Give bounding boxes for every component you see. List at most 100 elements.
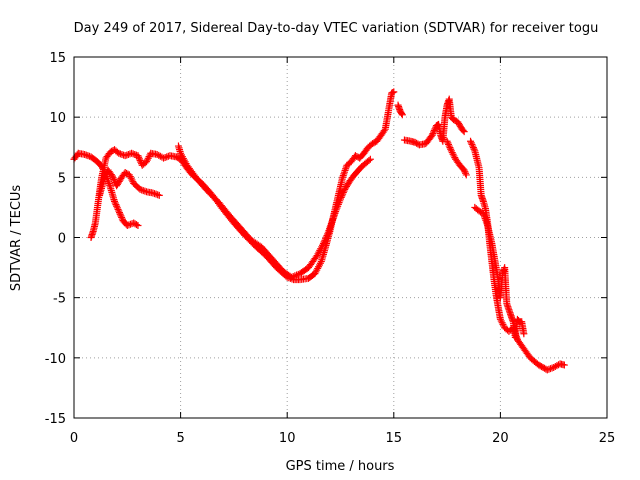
data-point: [118, 213, 126, 221]
data-point: [322, 235, 330, 243]
data-point: [319, 241, 327, 249]
data-point: [340, 168, 348, 176]
data-point: [329, 216, 337, 224]
x-tick-label: 5: [176, 431, 184, 446]
data-point: [340, 170, 348, 178]
data-point: [469, 144, 477, 152]
grid: [74, 57, 607, 418]
data-point: [111, 199, 119, 207]
y-axis-label: SDTVAR / TECUs: [9, 185, 24, 292]
plot-frame: [73, 56, 608, 419]
x-tick-label: 20: [492, 431, 509, 446]
data-point: [84, 152, 92, 160]
data-point: [547, 365, 555, 373]
data-point: [365, 156, 373, 164]
x-tick-label: 25: [599, 431, 616, 446]
data-point: [294, 270, 302, 278]
data-point: [325, 226, 333, 234]
data-point: [327, 221, 335, 229]
data-point: [449, 150, 457, 158]
data-point: [342, 165, 350, 173]
data-point: [142, 158, 150, 166]
data-point: [470, 145, 478, 153]
series-track-H: [467, 137, 568, 374]
data-point: [330, 213, 338, 221]
data-point: [108, 172, 116, 180]
data-point: [155, 191, 163, 199]
data-point: [445, 140, 453, 148]
data-point: [430, 126, 438, 134]
series-track-D: [174, 142, 374, 281]
y-tick-label: 10: [49, 111, 66, 126]
data-point: [339, 172, 347, 180]
data-point: [339, 189, 347, 197]
x-tick-label: 10: [279, 431, 296, 446]
data-point: [390, 88, 398, 96]
data-point: [316, 259, 324, 267]
data-point: [330, 211, 338, 219]
data-point: [499, 320, 507, 328]
data-point: [468, 140, 476, 148]
data-point: [480, 211, 488, 219]
data-point: [339, 173, 347, 181]
data-point: [479, 209, 487, 217]
data-point: [548, 364, 556, 372]
data-point: [337, 193, 345, 201]
y-tick-label: 15: [49, 51, 66, 66]
series-track-I: [471, 203, 528, 341]
y-tick-label: 0: [58, 232, 66, 247]
data-point: [321, 236, 329, 244]
data-point: [136, 156, 144, 164]
data-point: [328, 218, 336, 226]
data-point: [128, 149, 136, 157]
data-point: [114, 205, 122, 213]
data-point: [461, 168, 469, 176]
axes: 0 5 10 15 20 25 -15 -10 -5 0 5 10 15: [45, 51, 616, 446]
data-point: [459, 126, 467, 134]
data-point: [481, 215, 489, 223]
data-point: [339, 190, 347, 198]
data-point: [481, 213, 489, 221]
data-point: [446, 144, 454, 152]
y-tick-label: -15: [45, 412, 66, 427]
data-point: [116, 210, 124, 218]
data-point: [113, 202, 121, 210]
data-point: [131, 150, 139, 158]
data-point: [332, 208, 340, 216]
data-point: [327, 220, 335, 228]
data-point: [111, 197, 119, 205]
data-point: [110, 175, 118, 183]
data-point: [287, 273, 295, 281]
data-point: [129, 150, 137, 158]
data-point: [150, 190, 158, 198]
data-point: [320, 238, 328, 246]
x-tick-label: 0: [70, 431, 78, 446]
data-point: [497, 317, 505, 325]
data-point: [460, 166, 468, 174]
data-point: [101, 174, 109, 182]
data-point: [496, 315, 504, 323]
data-point: [326, 223, 334, 231]
data-point: [115, 207, 123, 215]
data-point: [469, 142, 477, 150]
data-point: [482, 216, 490, 224]
data-point: [133, 221, 141, 229]
data-point: [118, 150, 126, 158]
data-point: [109, 174, 117, 182]
series-track-G: [443, 137, 470, 179]
data-point: [322, 233, 330, 241]
data-point: [127, 174, 135, 182]
data-point: [161, 153, 169, 161]
data-point: [116, 150, 124, 158]
data-point: [141, 187, 149, 195]
x-axis-label: GPS time / hours: [286, 459, 395, 474]
data-point: [447, 147, 455, 155]
series-track-E: [394, 101, 406, 119]
data-point: [125, 171, 133, 179]
data-point: [398, 110, 406, 118]
data-point: [163, 153, 171, 161]
data-point: [135, 153, 143, 161]
data-point: [100, 176, 108, 184]
data-point: [324, 230, 332, 238]
data-point: [293, 271, 301, 279]
